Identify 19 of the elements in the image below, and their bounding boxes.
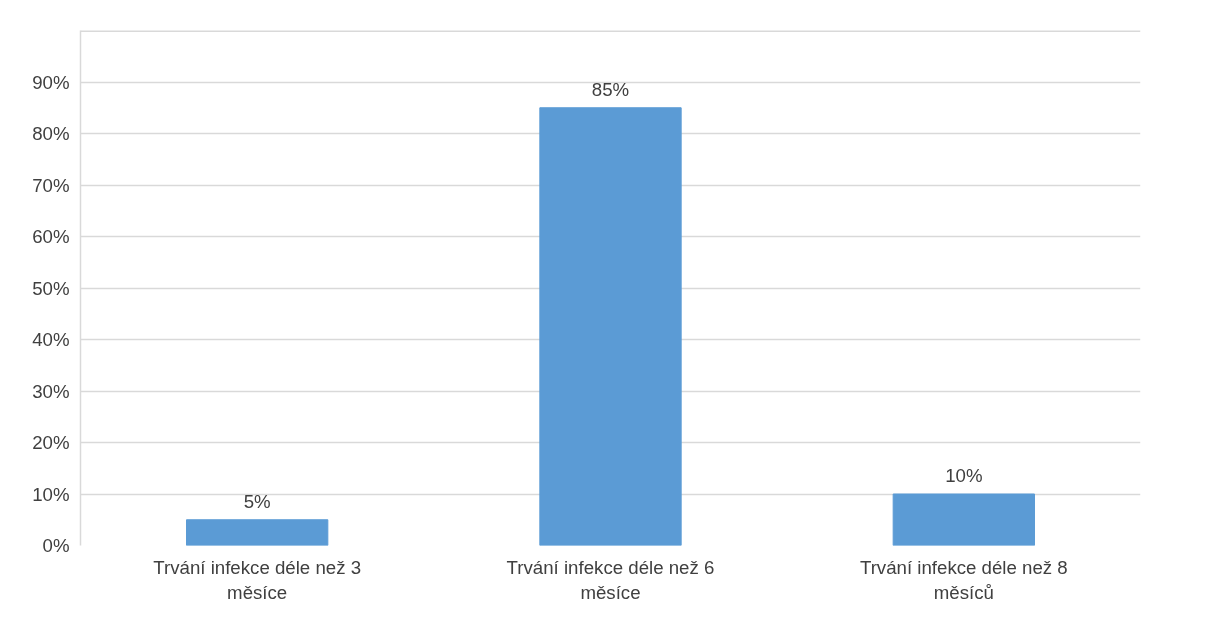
data-label: 5% bbox=[243, 490, 271, 512]
y-tick-label: 70% bbox=[32, 174, 70, 196]
data-label: 10% bbox=[945, 465, 983, 486]
y-tick-label: 90% bbox=[32, 71, 70, 93]
y-tick-label: 60% bbox=[32, 226, 70, 247]
y-tick-label: 20% bbox=[32, 432, 70, 453]
x-tick-label: Trvání infekce déle než 3 měsíce bbox=[153, 556, 362, 603]
bar bbox=[186, 519, 329, 546]
x-tick-label: Trvání infekce déle než 6 měsíce bbox=[506, 556, 715, 603]
y-tick-label: 30% bbox=[32, 380, 70, 402]
bar bbox=[892, 493, 1035, 546]
y-tick-label: 0% bbox=[42, 535, 70, 556]
y-tick-label: 80% bbox=[32, 123, 70, 144]
data-label: 85% bbox=[591, 78, 630, 100]
x-tick-label: Trvání infekce déle než 8 měsíců bbox=[859, 556, 1068, 603]
y-tick-label: 10% bbox=[32, 483, 70, 505]
y-tick-label: 40% bbox=[32, 329, 70, 350]
bar bbox=[539, 107, 682, 546]
y-tick-label: 50% bbox=[32, 277, 70, 299]
